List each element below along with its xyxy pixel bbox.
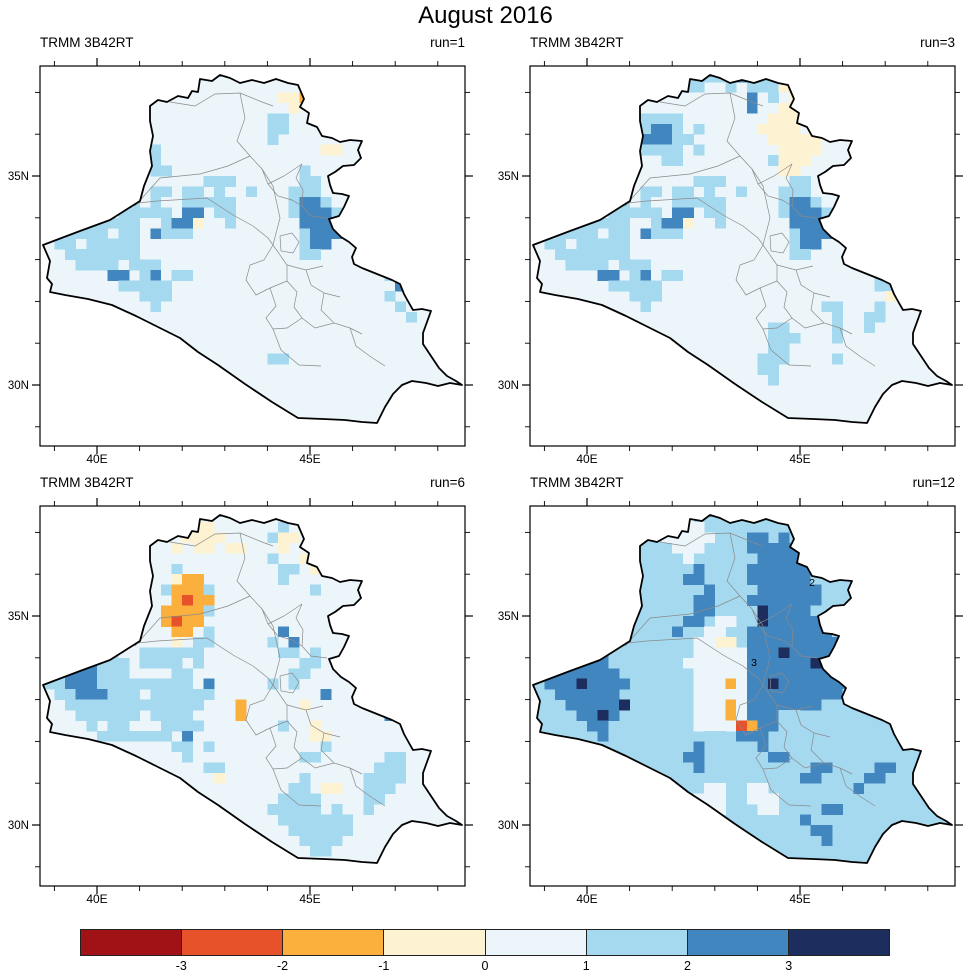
map-frame	[529, 505, 956, 887]
map-svg-run-1: TRMM 3B42RT run=1 40E 45E 35N 30N	[8, 35, 473, 466]
colorbar-tick-label: 1	[582, 959, 590, 973]
y-tick-label: 35N	[8, 171, 29, 183]
panel-run-label: run=3	[920, 35, 955, 50]
colorbar-tick-label: 0	[481, 959, 489, 973]
figure-title: August 2016	[418, 2, 553, 29]
colorbar-segment	[81, 930, 182, 955]
colorbar-segment	[181, 930, 283, 955]
x-tick-label: 45E	[789, 452, 810, 466]
y-tick-label: 35N	[498, 611, 519, 623]
contour-label: 2	[809, 577, 815, 589]
map-area	[42, 514, 463, 864]
country-outline	[42, 74, 463, 424]
y-tick-label: 35N	[8, 611, 29, 623]
colorbar-tick-label: -3	[175, 959, 187, 973]
panel-run-6: TRMM 3B42RT run=6 40E 45E 35N 30N	[0, 473, 481, 913]
axis-ticks	[32, 58, 473, 454]
colorbar-segment	[585, 930, 687, 955]
colorbar-labels: -3 -2 -1 0 1 2 3	[80, 959, 890, 975]
axis-ticks	[522, 58, 963, 454]
colorbar-segment	[686, 930, 788, 955]
colorbar-segment	[383, 930, 485, 955]
panel-dataset-label: TRMM 3B42RT	[40, 475, 134, 490]
colorbar-tick-label: -2	[276, 959, 289, 973]
y-tick-label: 30N	[498, 820, 519, 832]
colorbar-tick-label: -1	[378, 959, 390, 973]
map-area	[532, 74, 953, 424]
map-svg-run-6: TRMM 3B42RT run=6 40E 45E 35N 30N	[8, 475, 473, 906]
map-area	[42, 74, 463, 424]
x-tick-label: 40E	[86, 452, 107, 466]
map-area: 23	[532, 514, 953, 864]
y-tick-label: 30N	[8, 820, 29, 832]
panel-dataset-label: TRMM 3B42RT	[40, 35, 134, 50]
map-svg-run-3: TRMM 3B42RT run=3 40E 45E 35N 30N	[498, 35, 963, 466]
y-tick-label: 35N	[498, 171, 519, 183]
x-tick-label: 45E	[299, 892, 320, 906]
x-tick-label: 40E	[576, 892, 597, 906]
x-tick-label: 45E	[789, 892, 810, 906]
panel-dataset-label: TRMM 3B42RT	[530, 475, 624, 490]
panel-run-label: run=1	[430, 35, 465, 50]
x-tick-label: 40E	[576, 452, 597, 466]
colorbar-segment	[787, 930, 889, 955]
country-outline	[532, 74, 953, 424]
contour-label: 3	[751, 657, 757, 669]
colorbar-segment	[282, 930, 384, 955]
colorbar-segment	[484, 930, 586, 955]
colorbar	[80, 929, 890, 956]
panel-run-3: TRMM 3B42RT run=3 40E 45E 35N 30N	[490, 33, 971, 473]
y-tick-label: 30N	[8, 380, 29, 392]
colorbar-tick-label: 3	[785, 959, 793, 973]
map-frame	[529, 65, 956, 447]
panel-run-label: run=6	[430, 475, 465, 490]
country-outline	[42, 514, 463, 864]
map-frame	[39, 65, 466, 447]
axis-ticks	[32, 498, 473, 894]
x-tick-label: 45E	[299, 452, 320, 466]
country-outline	[532, 514, 953, 864]
map-frame	[39, 505, 466, 887]
axis-ticks	[522, 498, 963, 894]
panel-run-12: TRMM 3B42RT run=12 2 3 40E 45E 35N 30N	[490, 473, 971, 913]
x-tick-label: 40E	[86, 892, 107, 906]
panel-dataset-label: TRMM 3B42RT	[530, 35, 624, 50]
y-tick-label: 30N	[498, 380, 519, 392]
panel-run-label: run=12	[913, 475, 955, 490]
colorbar-tick-label: 2	[684, 959, 691, 973]
panel-run-1: TRMM 3B42RT run=1 40E 45E 35N 30N	[0, 33, 481, 473]
